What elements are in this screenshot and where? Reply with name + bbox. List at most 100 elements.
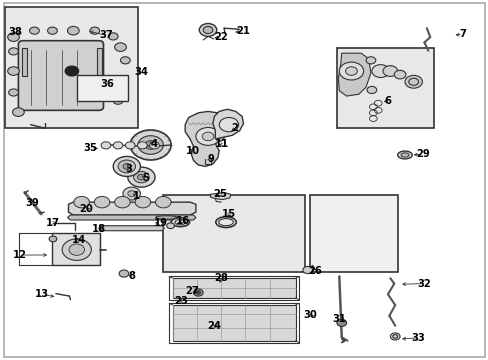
Circle shape — [62, 239, 91, 260]
Circle shape — [108, 33, 118, 40]
Circle shape — [81, 93, 87, 98]
Text: 30: 30 — [303, 310, 316, 320]
Polygon shape — [67, 215, 196, 220]
Text: 24: 24 — [206, 321, 221, 332]
Circle shape — [127, 167, 155, 187]
Text: 18: 18 — [91, 224, 105, 234]
Text: 31: 31 — [332, 314, 346, 324]
Text: 2: 2 — [231, 123, 238, 133]
Circle shape — [366, 57, 375, 64]
Ellipse shape — [400, 153, 408, 157]
Circle shape — [9, 89, 19, 96]
Circle shape — [404, 75, 422, 88]
Bar — [5, 8, 137, 128]
Text: 26: 26 — [307, 266, 321, 276]
Circle shape — [90, 93, 97, 98]
Text: 7: 7 — [458, 29, 465, 39]
Text: 34: 34 — [134, 67, 148, 77]
Bar — [309, 195, 397, 272]
Text: 25: 25 — [213, 189, 226, 199]
Text: 11: 11 — [215, 139, 229, 149]
Bar — [22, 48, 27, 76]
Text: 9: 9 — [206, 154, 213, 163]
Text: 3: 3 — [125, 164, 132, 174]
Polygon shape — [338, 53, 370, 96]
Circle shape — [135, 197, 150, 208]
Text: 33: 33 — [411, 333, 425, 343]
Text: 14: 14 — [72, 235, 86, 245]
Circle shape — [219, 117, 238, 132]
Text: 17: 17 — [45, 218, 60, 228]
Circle shape — [371, 64, 388, 77]
Text: 16: 16 — [175, 216, 189, 226]
Circle shape — [90, 27, 100, 34]
Circle shape — [9, 48, 19, 55]
Circle shape — [155, 197, 171, 208]
Bar — [97, 48, 102, 76]
Bar — [336, 48, 433, 128]
Circle shape — [389, 333, 399, 340]
Text: 20: 20 — [80, 204, 93, 214]
Text: 37: 37 — [99, 30, 113, 40]
Text: 8: 8 — [128, 271, 135, 282]
Circle shape — [47, 27, 57, 34]
Circle shape — [113, 157, 140, 176]
Circle shape — [224, 123, 234, 131]
Circle shape — [113, 142, 122, 149]
Text: 22: 22 — [214, 32, 227, 42]
Circle shape — [115, 197, 130, 208]
Ellipse shape — [156, 216, 177, 219]
Circle shape — [94, 197, 110, 208]
Circle shape — [166, 223, 174, 229]
Text: 28: 28 — [214, 273, 228, 283]
Circle shape — [137, 142, 147, 149]
Circle shape — [203, 26, 212, 33]
Polygon shape — [172, 305, 295, 341]
Text: 4: 4 — [150, 139, 157, 149]
Text: 36: 36 — [100, 78, 114, 89]
Circle shape — [302, 266, 312, 274]
Circle shape — [133, 171, 149, 183]
Text: 5: 5 — [142, 173, 148, 183]
Circle shape — [115, 43, 126, 51]
Circle shape — [196, 127, 220, 145]
Circle shape — [120, 57, 130, 64]
Circle shape — [49, 236, 57, 242]
Circle shape — [196, 291, 201, 294]
Circle shape — [127, 191, 135, 197]
Circle shape — [119, 270, 128, 277]
Text: 13: 13 — [35, 289, 49, 299]
Circle shape — [138, 136, 163, 154]
Circle shape — [122, 187, 140, 200]
Circle shape — [199, 23, 216, 36]
Text: 35: 35 — [83, 143, 97, 153]
Text: 12: 12 — [13, 250, 27, 260]
Text: 38: 38 — [8, 27, 22, 37]
Circle shape — [339, 62, 363, 80]
Circle shape — [345, 67, 357, 75]
Circle shape — [393, 70, 405, 79]
Circle shape — [30, 27, 39, 34]
Polygon shape — [99, 226, 164, 231]
Text: 21: 21 — [236, 26, 249, 36]
Text: 1: 1 — [133, 191, 140, 201]
Circle shape — [74, 197, 89, 208]
Circle shape — [101, 142, 111, 149]
Circle shape — [122, 163, 130, 169]
Circle shape — [202, 132, 213, 141]
Text: 32: 32 — [417, 279, 430, 289]
Ellipse shape — [397, 151, 411, 159]
Polygon shape — [68, 202, 196, 215]
Circle shape — [65, 66, 79, 76]
Text: 29: 29 — [415, 149, 429, 159]
Circle shape — [366, 86, 376, 94]
Circle shape — [336, 319, 346, 327]
Circle shape — [130, 130, 171, 160]
Polygon shape — [185, 111, 228, 166]
Text: 39: 39 — [25, 198, 39, 208]
Circle shape — [118, 160, 135, 173]
Text: 27: 27 — [185, 286, 199, 296]
Circle shape — [137, 174, 145, 180]
Text: 15: 15 — [222, 209, 236, 219]
Circle shape — [125, 142, 135, 149]
